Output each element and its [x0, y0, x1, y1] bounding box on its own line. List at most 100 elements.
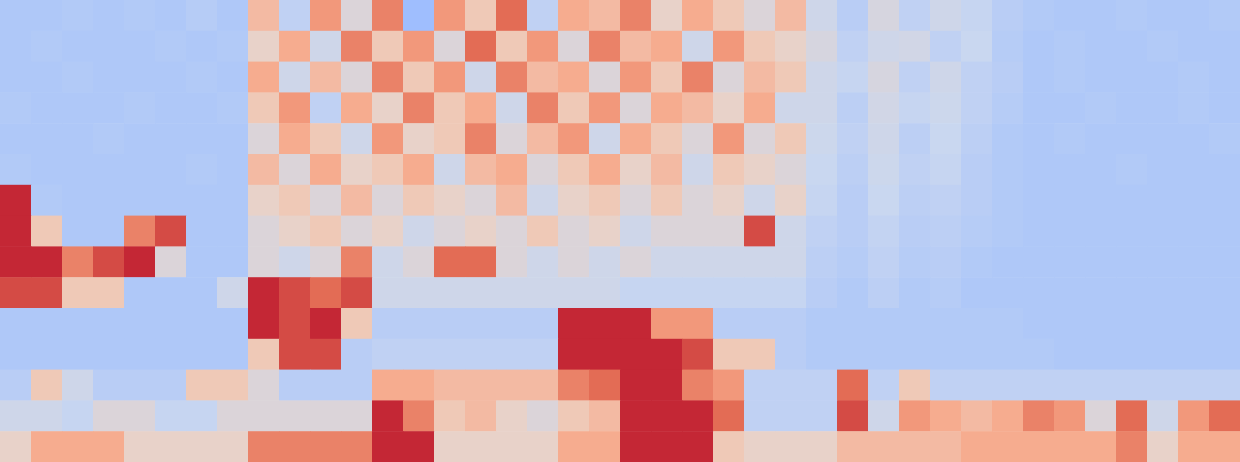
heatmap-cell [1209, 154, 1240, 185]
heatmap-cell [961, 0, 993, 31]
heatmap-cell [248, 431, 280, 462]
heatmap-cell [558, 246, 590, 277]
heatmap-cell [837, 92, 869, 123]
heatmap-cell [1085, 31, 1117, 62]
heatmap-cell [930, 123, 962, 154]
heatmap-cell [837, 154, 869, 185]
heatmap-cell [465, 31, 497, 62]
heatmap-cell [465, 277, 497, 308]
heatmap-cell [868, 0, 900, 31]
heatmap-cell [899, 92, 931, 123]
heatmap-cell [217, 31, 249, 62]
heatmap-cell [744, 370, 776, 401]
heatmap-cell [31, 123, 63, 154]
heatmap-cell [155, 216, 187, 247]
heatmap-cell [155, 308, 187, 339]
heatmap-cell [868, 216, 900, 247]
heatmap-cell [124, 92, 156, 123]
heatmap-cell [713, 216, 745, 247]
heatmap-cell [992, 277, 1024, 308]
heatmap-cell [372, 92, 404, 123]
heatmap-cell [1054, 400, 1086, 431]
heatmap-cell [434, 308, 466, 339]
heatmap-cell [403, 123, 435, 154]
heatmap-cell [310, 308, 342, 339]
heatmap-cell [775, 308, 807, 339]
heatmap-cell [1147, 370, 1179, 401]
heatmap-cell [1147, 246, 1179, 277]
heatmap-cell [1054, 308, 1086, 339]
heatmap-cell [217, 308, 249, 339]
heatmap-cell [837, 0, 869, 31]
heatmap-cell [1023, 0, 1055, 31]
heatmap-cell [186, 92, 218, 123]
heatmap-cell [713, 400, 745, 431]
heatmap-cell [930, 339, 962, 370]
heatmap-cell [31, 431, 63, 462]
heatmap-cell [124, 216, 156, 247]
heatmap-cell [1116, 0, 1148, 31]
heatmap-cell [93, 92, 125, 123]
heatmap-cell [248, 0, 280, 31]
heatmap-cell [651, 185, 683, 216]
heatmap-cell [434, 31, 466, 62]
heatmap-cell [744, 339, 776, 370]
heatmap-cell [1023, 339, 1055, 370]
heatmap-cell [31, 308, 63, 339]
chart [0, 0, 1240, 462]
heatmap-cell [279, 339, 311, 370]
heatmap-cell [341, 0, 373, 31]
heatmap-cell [341, 400, 373, 431]
heatmap-cell [0, 92, 32, 123]
heatmap-cell [465, 123, 497, 154]
heatmap-cell [1209, 400, 1240, 431]
heatmap-cell [186, 154, 218, 185]
heatmap-cell [868, 31, 900, 62]
heatmap-cell [496, 277, 528, 308]
heatmap-cell [589, 216, 621, 247]
heatmap-cell [372, 370, 404, 401]
heatmap-cell [899, 431, 931, 462]
heatmap-cell [217, 123, 249, 154]
heatmap-cell [1085, 400, 1117, 431]
heatmap-cell [837, 308, 869, 339]
heatmap-cell [1085, 62, 1117, 93]
heatmap-cell [775, 370, 807, 401]
heatmap-cell [1023, 185, 1055, 216]
heatmap-cell [620, 246, 652, 277]
heatmap-cell [992, 308, 1024, 339]
heatmap-cell [527, 431, 559, 462]
heatmap-cell [372, 31, 404, 62]
heatmap-cell [930, 31, 962, 62]
heatmap-cell [1147, 154, 1179, 185]
heatmap-cell [682, 277, 714, 308]
heatmap-cell [465, 0, 497, 31]
heatmap-cell [868, 339, 900, 370]
heatmap-cell [930, 277, 962, 308]
heatmap-cell [589, 431, 621, 462]
heatmap-cell [186, 308, 218, 339]
heatmap-cell [713, 185, 745, 216]
heatmap-cell [1178, 31, 1210, 62]
heatmap-cell [217, 216, 249, 247]
heatmap-cell [558, 370, 590, 401]
heatmap-cell [155, 185, 187, 216]
heatmap-cell [1023, 431, 1055, 462]
heatmap-cell [651, 339, 683, 370]
heatmap-cell [620, 31, 652, 62]
heatmap-cell [186, 246, 218, 277]
heatmap-cell [31, 370, 63, 401]
heatmap-cell [496, 31, 528, 62]
heatmap-cell [992, 431, 1024, 462]
heatmap-cell [992, 400, 1024, 431]
heatmap-cell [744, 308, 776, 339]
heatmap-cell [899, 216, 931, 247]
heatmap-cell [1178, 154, 1210, 185]
heatmap-cell [651, 431, 683, 462]
heatmap-cell [961, 62, 993, 93]
heatmap-cell [279, 31, 311, 62]
heatmap-cell [434, 431, 466, 462]
heatmap-cell [341, 277, 373, 308]
heatmap-cell [93, 339, 125, 370]
heatmap-cell [217, 62, 249, 93]
